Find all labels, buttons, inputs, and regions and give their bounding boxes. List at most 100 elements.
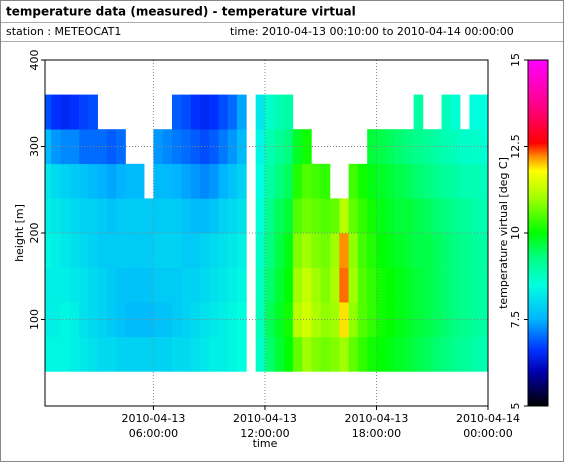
heat-cell <box>116 267 126 303</box>
heat-cell <box>422 267 433 303</box>
heat-cell <box>413 267 424 303</box>
heat-cell <box>199 163 210 199</box>
colorbar-tick-label: 7.5 <box>509 311 522 329</box>
heat-cell <box>478 233 489 268</box>
heat-cell <box>190 336 201 372</box>
heat-cell <box>181 233 191 268</box>
time-range: time: 2010-04-13 00:10:00 to 2010-04-14 … <box>230 25 514 38</box>
heat-cell <box>264 198 275 234</box>
heat-cell <box>60 163 71 199</box>
heat-cell <box>422 198 433 234</box>
heat-cell <box>199 336 210 372</box>
plot-frame <box>44 59 489 407</box>
heat-cell <box>106 233 117 268</box>
heat-cell <box>422 233 433 268</box>
y-tick-label: 400 <box>28 50 41 71</box>
heat-cell <box>441 94 452 130</box>
heat-cell <box>283 336 294 372</box>
heat-cell <box>348 198 359 234</box>
heat-cell <box>199 198 210 234</box>
heat-cell <box>460 336 470 372</box>
heat-cell <box>227 336 238 372</box>
heat-cell <box>51 198 61 234</box>
heat-cell <box>79 302 89 338</box>
heat-cell <box>330 336 340 372</box>
heat-cell <box>45 267 52 303</box>
heat-cell <box>218 129 229 165</box>
heat-cell <box>422 163 433 199</box>
x-tick-label: 06:00:00 <box>129 427 178 440</box>
heat-cell <box>45 94 52 130</box>
heat-cell <box>237 129 247 165</box>
heat-cell <box>45 198 52 234</box>
heat-cell <box>478 94 489 130</box>
heat-cell <box>357 302 368 338</box>
heat-cell <box>330 302 340 338</box>
heat-cell <box>413 94 424 130</box>
heat-cell <box>385 267 396 303</box>
heat-cell <box>162 336 173 372</box>
heat-cell <box>395 198 405 234</box>
heat-cell <box>432 233 442 268</box>
heat-cell <box>441 267 452 303</box>
heat-cell <box>218 163 229 199</box>
heat-cell <box>88 163 98 199</box>
heat-cell <box>385 336 396 372</box>
heat-cell <box>209 267 219 303</box>
heat-cell <box>432 198 442 234</box>
heat-cell <box>88 336 98 372</box>
heat-cell <box>320 233 331 268</box>
heat-cell <box>311 336 322 372</box>
heat-cell <box>302 267 312 303</box>
heat-cell <box>330 267 340 303</box>
heat-cell <box>385 163 396 199</box>
heat-cell <box>478 163 489 199</box>
x-tick-label: 2010-04-13 <box>121 412 185 425</box>
heat-cell <box>209 233 219 268</box>
colorbar <box>527 59 549 407</box>
heat-cell <box>181 198 191 234</box>
colorbar-tick-label: 10 <box>509 226 522 240</box>
heat-cell <box>88 267 98 303</box>
y-axis-label: height [m] <box>13 204 26 262</box>
heat-cell <box>45 336 52 372</box>
heat-cell <box>367 267 377 303</box>
heat-cell <box>162 129 173 165</box>
heat-cell <box>264 267 275 303</box>
heat-cell <box>469 267 480 303</box>
heat-cell <box>357 267 368 303</box>
heat-cell <box>422 336 433 372</box>
heat-cell <box>199 233 210 268</box>
heat-cell <box>69 198 80 234</box>
heat-cell <box>348 302 359 338</box>
colorbar-tick-label: 15 <box>509 53 522 67</box>
heat-cell <box>320 198 331 234</box>
heat-cell <box>209 94 219 130</box>
heat-cell <box>218 302 229 338</box>
heat-cell <box>79 129 89 165</box>
heat-cell <box>116 163 126 199</box>
heat-cell <box>460 233 470 268</box>
heat-cell <box>320 302 331 338</box>
heat-cell <box>283 267 294 303</box>
heat-cell <box>441 233 452 268</box>
heat-cell <box>385 198 396 234</box>
heat-cell <box>450 163 461 199</box>
heat-cell <box>45 233 52 268</box>
heat-cell <box>339 198 349 234</box>
heat-cell <box>348 336 359 372</box>
heat-cell <box>69 302 80 338</box>
heat-cell <box>432 267 442 303</box>
heat-cell <box>116 198 126 234</box>
colorbar-label: temperature virtual [deg C] <box>497 157 510 309</box>
heat-cell <box>264 302 275 338</box>
heat-cell <box>69 336 80 372</box>
heat-cell <box>218 233 229 268</box>
heat-cell <box>134 198 145 234</box>
heat-cell <box>460 163 470 199</box>
heat-cell <box>60 233 71 268</box>
heat-cell <box>404 233 414 268</box>
station: station : METEOCAT1 <box>6 25 121 38</box>
heat-cell <box>218 336 229 372</box>
heat-cell <box>181 94 191 130</box>
